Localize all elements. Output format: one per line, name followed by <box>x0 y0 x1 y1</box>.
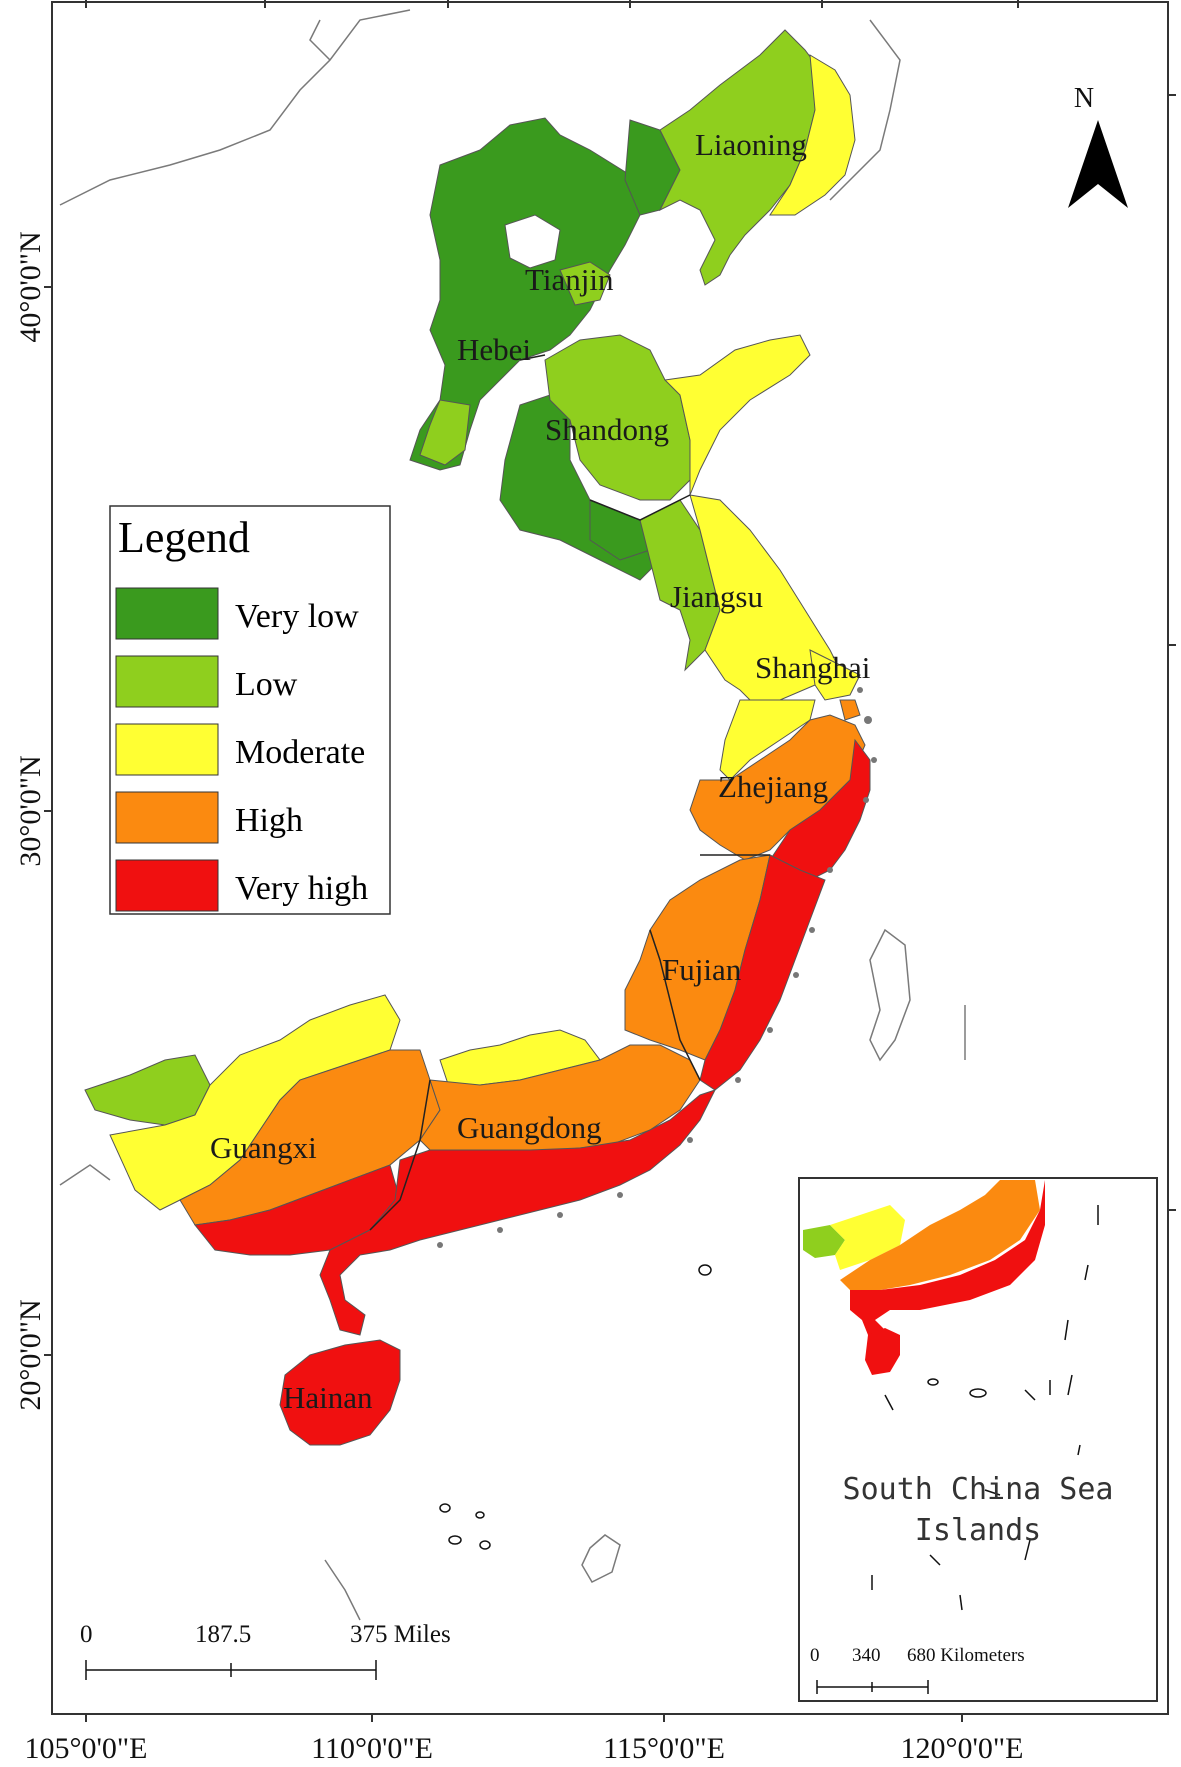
bottom-ticks <box>85 1714 963 1722</box>
lat-label-30: 30°0'0"N <box>14 755 47 866</box>
legend-label-very-high: Very high <box>235 870 368 907</box>
inset-scale-tick-2: 680 Kilometers <box>907 1645 1025 1666</box>
north-arrow-label: N <box>1074 83 1094 114</box>
label-fujian: Fujian <box>662 952 742 987</box>
beijing-blank <box>504 214 561 269</box>
scale-tick-1: 187.5 <box>195 1621 251 1648</box>
background-outlines <box>59 9 966 1621</box>
region-zhejiang-moderate <box>719 699 816 781</box>
coastal-islets <box>437 687 877 1248</box>
region-shanghai-high <box>839 699 861 721</box>
region-hebei-low <box>419 399 471 466</box>
label-hainan: Hainan <box>283 1380 373 1415</box>
north-arrow: N <box>1068 83 1128 208</box>
legend-swatch-high <box>115 791 219 844</box>
inset-high <box>840 1180 1040 1290</box>
inset-title-line1: South China Sea <box>843 1472 1114 1507</box>
legend-label-high: High <box>235 802 303 839</box>
inset-title-line2: Islands <box>915 1513 1041 1548</box>
inset-very-high <box>850 1180 1045 1345</box>
inset-scale-tick-1: 340 <box>852 1645 881 1666</box>
legend-title: Legend <box>118 513 250 562</box>
region-liaoning-low <box>658 29 821 286</box>
label-zhejiang: Zhejiang <box>718 769 828 804</box>
scale-tick-2: 375 Miles <box>350 1621 451 1648</box>
left-ticks <box>44 286 52 1356</box>
region-hainan <box>279 1339 401 1446</box>
lon-label-115: 115°0'0"E <box>603 1732 725 1765</box>
hazard-regions <box>84 29 871 1446</box>
label-shandong: Shandong <box>545 412 669 447</box>
inset-scale-tick-0: 0 <box>810 1645 820 1666</box>
legend-box <box>109 505 391 915</box>
lat-label-20: 20°0'0"N <box>14 1299 47 1410</box>
region-tianjin-low <box>559 261 611 306</box>
north-arrow-icon <box>1068 120 1128 208</box>
region-shandong-moderate <box>663 334 811 496</box>
inset-hainan <box>865 1328 900 1375</box>
label-guangxi: Guangxi <box>210 1130 317 1165</box>
region-hebei-very-low <box>409 117 641 471</box>
region-liaoning-moderate <box>769 54 856 216</box>
longitude-labels: 105°0'0"E 110°0'0"E 115°0'0"E 120°0'0"E <box>25 1732 1024 1765</box>
lon-label-120: 120°0'0"E <box>901 1732 1024 1765</box>
legend-label-very-low: Very low <box>235 598 359 635</box>
label-shanghai: Shanghai <box>755 650 871 685</box>
legend-swatch-moderate <box>115 723 219 776</box>
latitude-labels: 40°0'0"N 30°0'0"N 20°0'0"N <box>14 231 47 1410</box>
label-liaoning: Liaoning <box>695 127 807 162</box>
label-tianjin: Tianjin <box>525 262 614 297</box>
top-ticks <box>85 0 1019 8</box>
scale-tick-0: 0 <box>80 1621 93 1648</box>
legend-label-low: Low <box>235 666 298 703</box>
label-jiangsu: Jiangsu <box>670 579 763 614</box>
legend-swatch-very-high <box>115 859 219 912</box>
legend-label-moderate: Moderate <box>235 734 365 771</box>
lat-label-40: 40°0'0"N <box>14 231 47 342</box>
province-borders <box>369 354 770 1231</box>
right-ticks <box>1168 94 1176 1211</box>
label-hebei: Hebei <box>457 332 531 367</box>
inset-low <box>803 1225 845 1258</box>
legend: Legend Very low Low Moderate High Very h… <box>109 505 391 915</box>
province-labels: Liaoning Tianjin Hebei Shandong Jiangsu … <box>210 127 871 1415</box>
inset-frame <box>798 1177 1158 1702</box>
inset-islands <box>871 1205 1099 1611</box>
legend-swatch-low <box>115 655 219 708</box>
scale-bar: 0 187.5 375 Miles <box>80 1621 451 1680</box>
legend-swatch-very-low <box>115 587 219 640</box>
region-guangdong-very-high <box>319 1089 716 1336</box>
lon-label-105: 105°0'0"E <box>25 1732 148 1765</box>
inset-south-china-sea: South China Sea Islands 0 340 680 Kilome… <box>798 1177 1158 1702</box>
region-shanghai <box>809 649 861 701</box>
label-guangdong: Guangdong <box>457 1110 602 1145</box>
region-jiangsu-low <box>639 499 721 672</box>
lon-label-110: 110°0'0"E <box>311 1732 433 1765</box>
region-fujian-very-high <box>699 854 826 1091</box>
offshore-islands <box>439 1264 712 1550</box>
inset-moderate <box>830 1205 905 1270</box>
